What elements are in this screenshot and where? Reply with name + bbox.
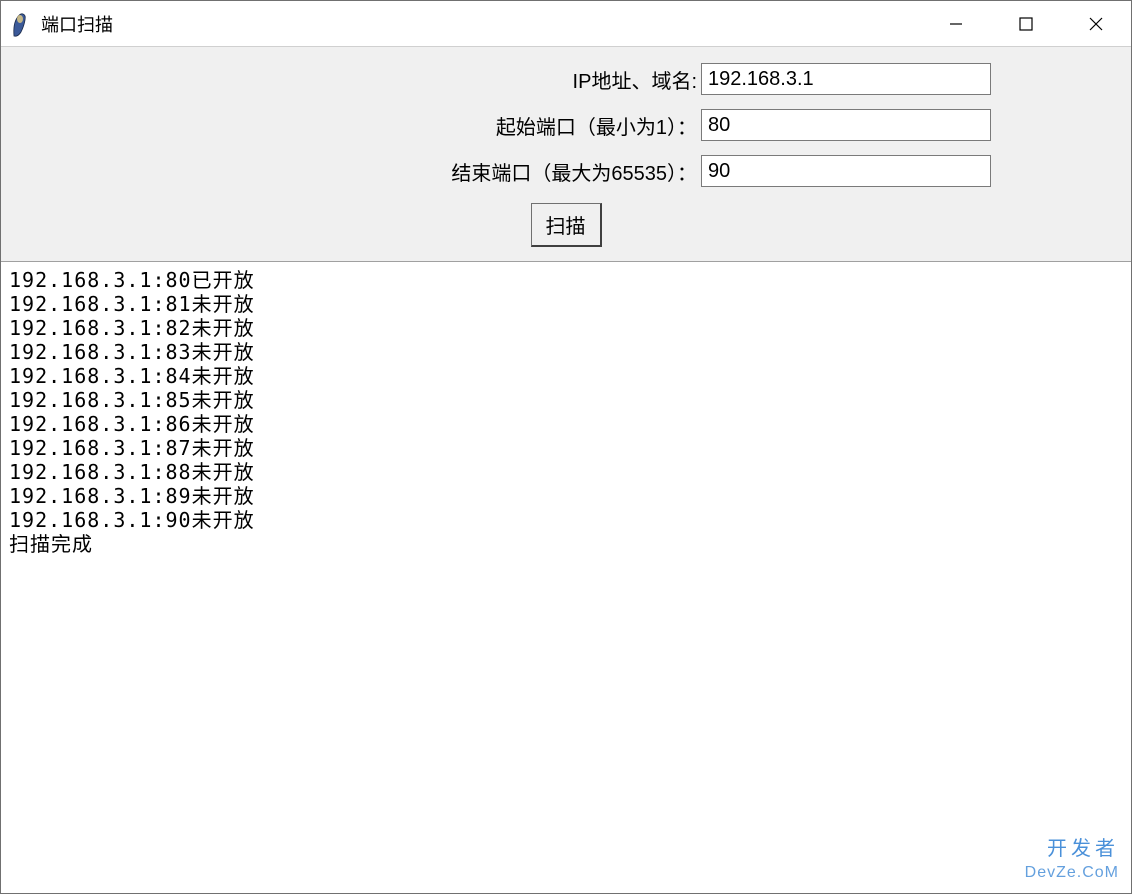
button-row: 扫描 <box>531 203 602 247</box>
scan-button[interactable]: 扫描 <box>531 203 602 247</box>
result-line: 192.168.3.1:89未开放 <box>9 484 1123 508</box>
result-line: 192.168.3.1:84未开放 <box>9 364 1123 388</box>
result-line: 192.168.3.1:82未开放 <box>9 316 1123 340</box>
result-line: 192.168.3.1:80已开放 <box>9 268 1123 292</box>
ip-row: IP地址、域名: <box>141 61 991 97</box>
result-line: 192.168.3.1:86未开放 <box>9 412 1123 436</box>
window-title: 端口扫描 <box>41 11 921 37</box>
close-button[interactable] <box>1061 1 1131 47</box>
start-port-label: 起始端口（最小为1）： <box>141 111 701 140</box>
minimize-button[interactable] <box>921 1 991 47</box>
result-line: 192.168.3.1:90未开放 <box>9 508 1123 532</box>
result-line: 192.168.3.1:87未开放 <box>9 436 1123 460</box>
end-port-input[interactable] <box>701 155 991 187</box>
app-icon <box>11 10 31 38</box>
results-area[interactable]: 192.168.3.1:80已开放192.168.3.1:81未开放192.16… <box>1 262 1131 893</box>
watermark-line1: 开发者 <box>1025 837 1119 861</box>
start-port-input[interactable] <box>701 109 991 141</box>
ip-input[interactable] <box>701 63 991 95</box>
watermark-line2: DevZe.CoM <box>1025 861 1119 885</box>
result-line: 192.168.3.1:88未开放 <box>9 460 1123 484</box>
end-port-label: 结束端口（最大为65535）： <box>141 157 701 186</box>
result-line: 192.168.3.1:83未开放 <box>9 340 1123 364</box>
end-port-row: 结束端口（最大为65535）： <box>141 153 991 189</box>
watermark: 开发者 DevZe.CoM <box>1025 837 1119 885</box>
window-controls <box>921 1 1131 46</box>
titlebar[interactable]: 端口扫描 <box>1 1 1131 47</box>
ip-label: IP地址、域名: <box>141 65 701 94</box>
result-line: 扫描完成 <box>9 532 1123 556</box>
maximize-button[interactable] <box>991 1 1061 47</box>
result-line: 192.168.3.1:81未开放 <box>9 292 1123 316</box>
app-window: 端口扫描 IP地址、域名: 起始端口（最小为1）： 结束端口（最大为65535）… <box>0 0 1132 894</box>
results-list: 192.168.3.1:80已开放192.168.3.1:81未开放192.16… <box>9 268 1123 556</box>
start-port-row: 起始端口（最小为1）： <box>141 107 991 143</box>
form-area: IP地址、域名: 起始端口（最小为1）： 结束端口（最大为65535）： 扫描 <box>1 47 1131 262</box>
result-line: 192.168.3.1:85未开放 <box>9 388 1123 412</box>
